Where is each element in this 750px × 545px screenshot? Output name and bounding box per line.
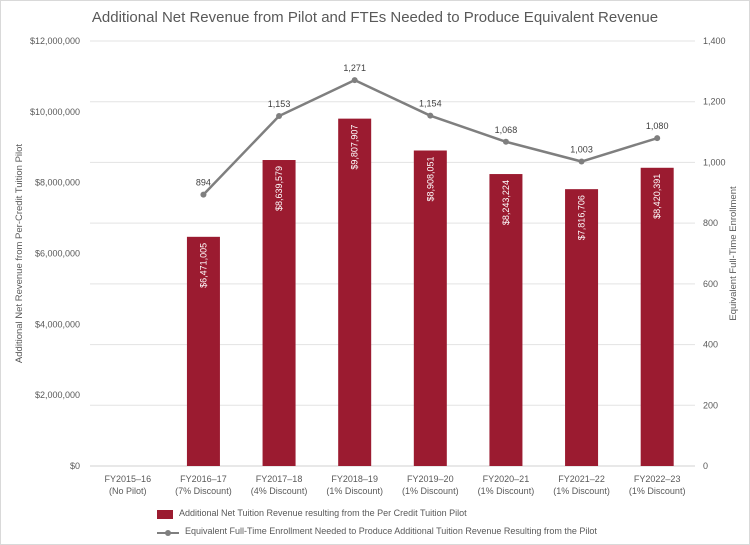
enrollment-point-label: 1,154 (419, 99, 442, 109)
x-tick-sublabel: (4% Discount) (251, 486, 308, 496)
x-tick-sublabel: (1% Discount) (629, 486, 686, 496)
enrollment-point-label: 1,068 (495, 125, 518, 135)
y-left-tick-label: $8,000,000 (35, 178, 80, 188)
x-tick-label: FY2015–16 (105, 474, 152, 484)
legend-label-enrollment: Equivalent Full-Time Enrollment Needed t… (185, 526, 597, 536)
enrollment-point-label: 1,271 (343, 63, 366, 73)
y-right-tick-label: 1,200 (703, 97, 726, 107)
bar-revenue (338, 118, 372, 466)
bar-value-label: $8,243,224 (501, 180, 511, 225)
bar-value-label: $8,639,579 (274, 166, 284, 211)
y-left-tick-label: $10,000,000 (30, 107, 80, 117)
enrollment-point (427, 112, 434, 119)
y-right-tick-label: 400 (703, 340, 718, 350)
enrollment-point (654, 135, 661, 142)
y-right-tick-label: 600 (703, 279, 718, 289)
x-tick-label: FY2018–19 (331, 474, 378, 484)
x-tick-label: FY2016–17 (180, 474, 227, 484)
y-left-tick-label: $2,000,000 (35, 390, 80, 400)
x-tick-sublabel: (1% Discount) (553, 486, 610, 496)
x-tick-label: FY2020–21 (483, 474, 530, 484)
bar-revenue (262, 160, 296, 467)
bar-value-label: $8,420,391 (652, 174, 662, 219)
enrollment-point (502, 138, 509, 145)
x-tick-label: FY2021–22 (558, 474, 605, 484)
y-right-tick-label: 0 (703, 461, 708, 471)
y-left-tick-label: $6,000,000 (35, 249, 80, 259)
bar-revenue (565, 189, 599, 466)
enrollment-point-label: 1,003 (570, 145, 593, 155)
legend-label-revenue: Additional Net Tuition Revenue resulting… (179, 508, 467, 518)
x-tick-label: FY2022–23 (634, 474, 681, 484)
x-tick-sublabel: (1% Discount) (478, 486, 535, 496)
chart-title: Additional Net Revenue from Pilot and FT… (91, 9, 659, 26)
enrollment-point-label: 1,080 (646, 121, 669, 131)
x-tick-label: FY2019–20 (407, 474, 454, 484)
y-right-tick-label: 1,000 (703, 157, 726, 167)
y-left-tick-label: $4,000,000 (35, 319, 80, 329)
enrollment-point-label: 1,153 (268, 99, 291, 109)
bar-value-label: $6,471,005 (198, 243, 208, 288)
x-tick-label: FY2017–18 (256, 474, 303, 484)
y-right-axis-title: Equivalent Full-Time Enrollment (728, 186, 739, 321)
legend-swatch-revenue (157, 510, 173, 519)
legend-marker-enrollment (165, 530, 171, 536)
enrollment-point (578, 158, 585, 165)
enrollment-point-label: 894 (196, 178, 211, 188)
bar-revenue (413, 150, 447, 466)
enrollment-point (200, 191, 207, 198)
y-right-tick-label: 800 (703, 218, 718, 228)
y-left-axis-title: Additional Net Revenue from Per-Credit T… (14, 144, 25, 363)
bar-value-label: $8,908,051 (425, 157, 435, 202)
x-tick-sublabel: (1% Discount) (402, 486, 459, 496)
bar-revenue (186, 236, 220, 466)
enrollment-point (351, 77, 358, 84)
y-right-tick-label: 1,400 (703, 36, 726, 46)
x-tick-sublabel: (No Pilot) (109, 486, 147, 496)
bar-value-label: $9,807,907 (350, 125, 360, 170)
bar-value-label: $7,816,706 (577, 195, 587, 240)
y-right-tick-label: 200 (703, 400, 718, 410)
y-left-tick-label: $12,000,000 (30, 36, 80, 46)
bar-revenue (640, 167, 674, 466)
x-tick-sublabel: (7% Discount) (175, 486, 232, 496)
enrollment-point (276, 112, 283, 119)
bar-revenue (489, 174, 523, 466)
y-left-tick-label: $0 (70, 461, 80, 471)
x-tick-sublabel: (1% Discount) (326, 486, 383, 496)
